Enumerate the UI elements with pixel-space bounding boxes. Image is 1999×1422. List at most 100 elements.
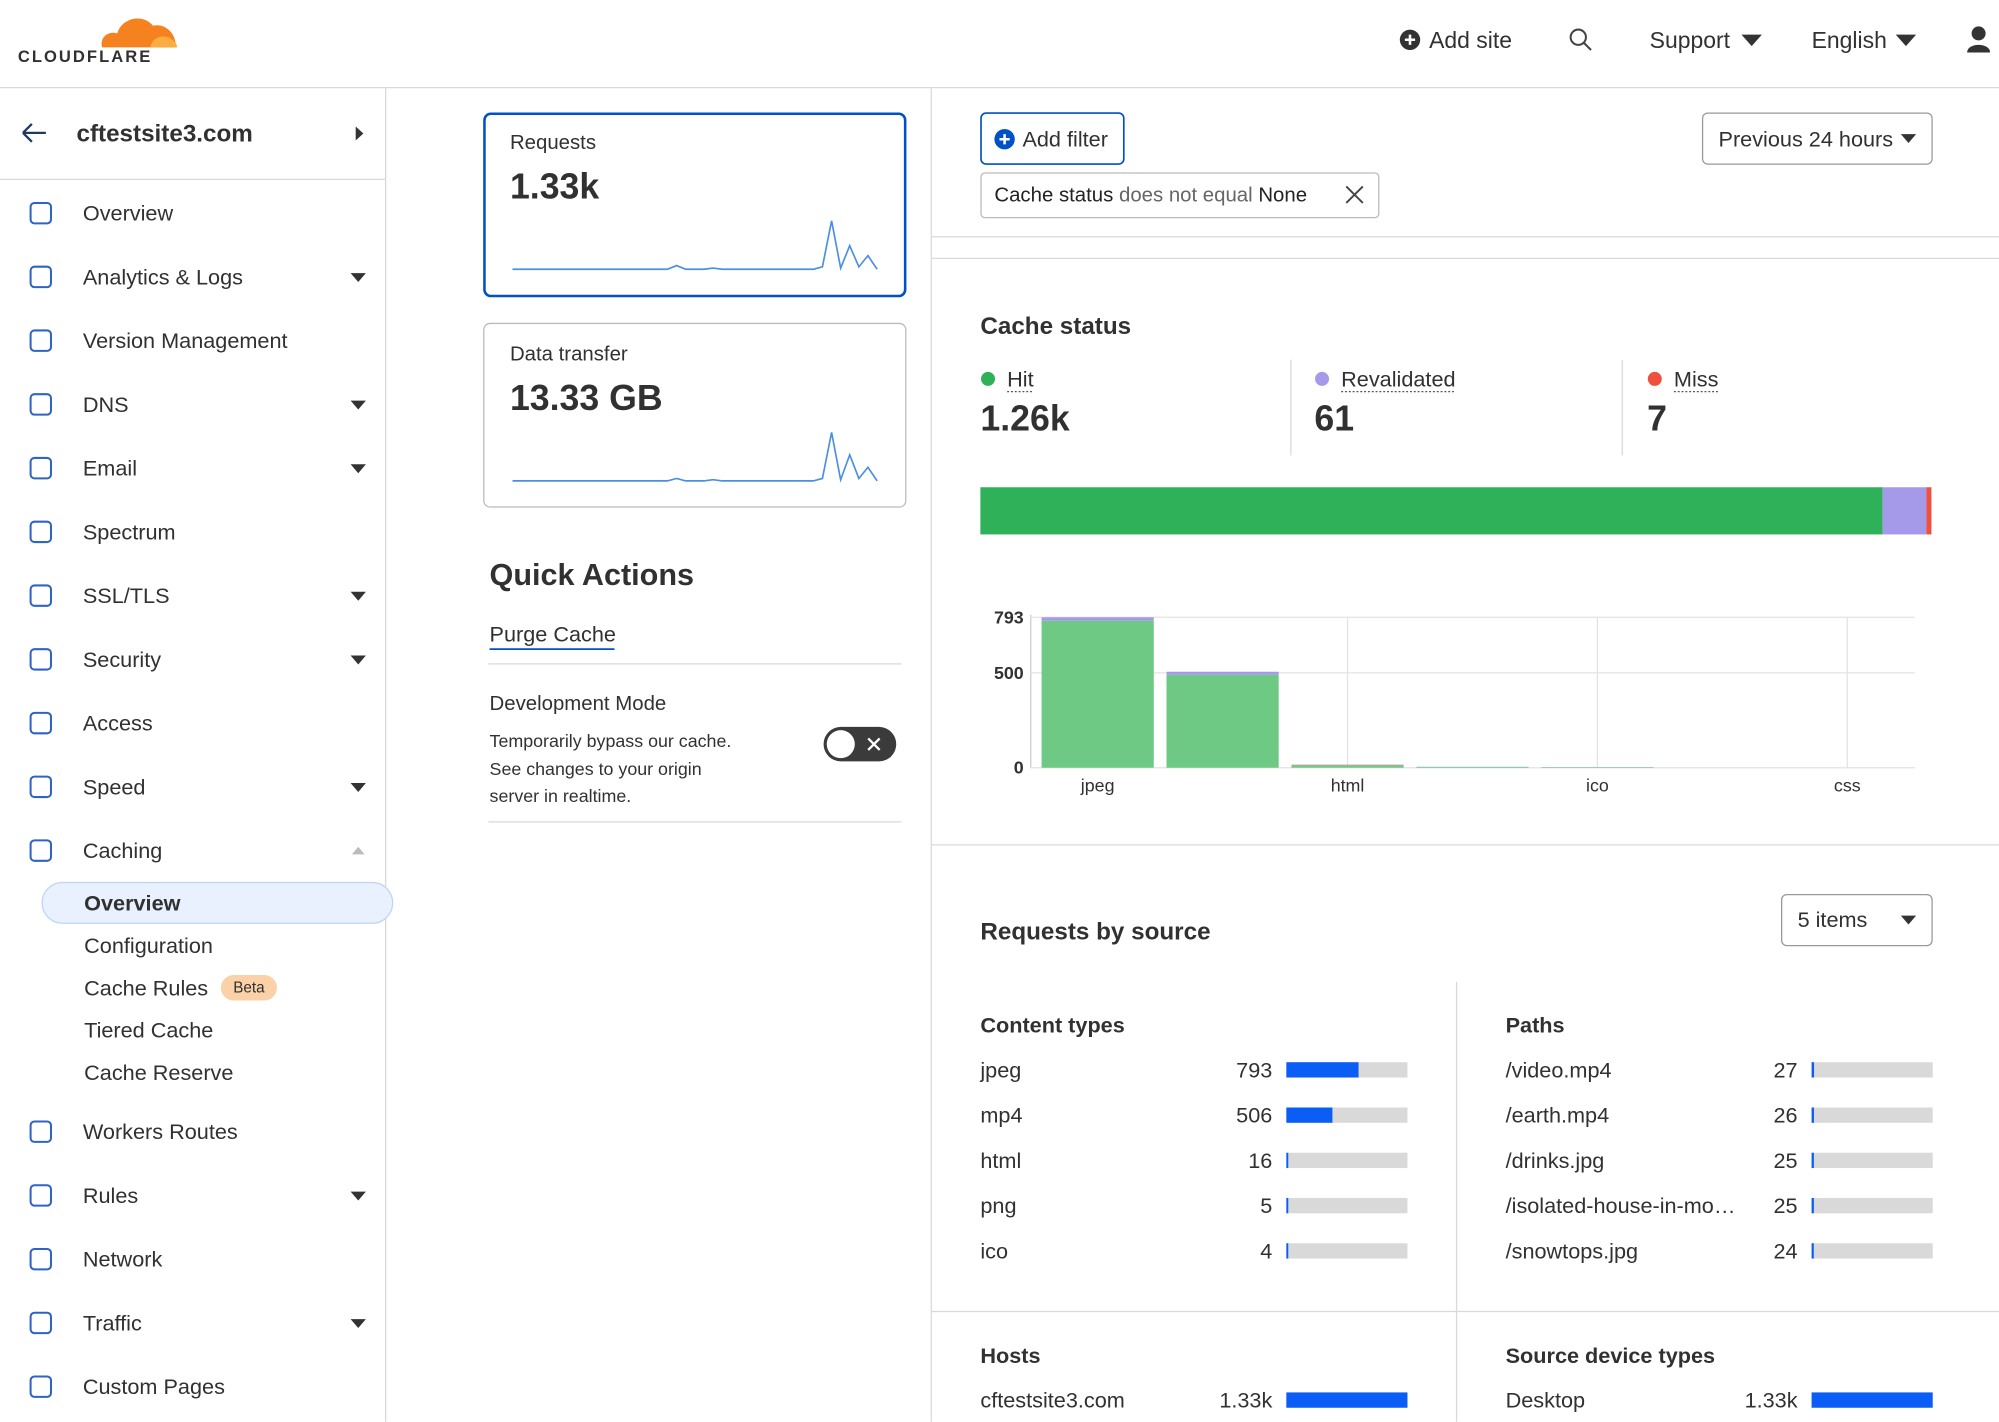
nav-subitem[interactable]: Cache Reserve bbox=[84, 1060, 233, 1085]
expand-caret[interactable] bbox=[350, 655, 366, 665]
nav-item[interactable]: Security bbox=[83, 647, 161, 672]
nav-icon bbox=[29, 265, 53, 289]
nav-item[interactable]: Speed bbox=[83, 774, 146, 799]
nav-icon bbox=[29, 329, 53, 352]
nav-subitem[interactable]: Overview bbox=[84, 890, 180, 915]
source-label[interactable]: /isolated-house-in-mo… bbox=[1506, 1193, 1736, 1218]
bar-segment bbox=[1041, 620, 1154, 768]
stacked-segment bbox=[1926, 487, 1932, 535]
nav-item[interactable]: Rules bbox=[83, 1183, 139, 1208]
requests-by-source-title: Requests by source bbox=[980, 919, 1210, 946]
metric-label: Requests bbox=[510, 132, 596, 154]
nav-item[interactable]: Network bbox=[83, 1247, 163, 1272]
source-label[interactable]: cftestsite3.com bbox=[980, 1388, 1124, 1413]
nav-item[interactable]: Spectrum bbox=[83, 519, 176, 544]
nav-item[interactable]: Caching bbox=[83, 838, 162, 863]
metric-card[interactable] bbox=[483, 322, 907, 508]
nav-item[interactable]: Workers Routes bbox=[83, 1119, 238, 1144]
brand: CLOUDFLARE bbox=[18, 47, 152, 66]
site-caret[interactable] bbox=[355, 126, 364, 141]
nav-item[interactable]: Overview bbox=[83, 201, 174, 226]
nav-language[interactable]: English bbox=[1812, 27, 1887, 53]
bar bbox=[1811, 1392, 1933, 1408]
range-label: Previous 24 hours bbox=[1719, 127, 1894, 152]
expand-caret[interactable] bbox=[350, 400, 366, 410]
nav-subitem[interactable]: Tiered Cache bbox=[84, 1018, 213, 1043]
expand-caret[interactable] bbox=[350, 273, 366, 283]
badge bbox=[220, 975, 277, 1001]
source-value: 4 bbox=[1260, 1238, 1272, 1263]
nav-item[interactable]: DNS bbox=[83, 392, 129, 417]
source-label[interactable]: mp4 bbox=[980, 1103, 1022, 1128]
collapse-caret[interactable] bbox=[351, 846, 365, 855]
source-label[interactable]: png bbox=[980, 1193, 1016, 1218]
nav-support[interactable]: Support bbox=[1650, 27, 1731, 53]
nav-icon bbox=[29, 775, 53, 799]
nav-item[interactable]: Custom Pages bbox=[83, 1374, 225, 1399]
nav-item[interactable]: Access bbox=[83, 711, 153, 736]
source-value: 24 bbox=[1773, 1238, 1797, 1263]
site-name[interactable]: cftestsite3.com bbox=[76, 121, 252, 148]
nav-icon bbox=[29, 456, 53, 480]
filter-operator: does not equal bbox=[1119, 184, 1253, 206]
nav-icon bbox=[29, 201, 53, 225]
source-label[interactable]: html bbox=[980, 1148, 1021, 1173]
caret bbox=[1741, 34, 1762, 47]
source-value: 26 bbox=[1773, 1103, 1797, 1128]
purge-cache-link[interactable]: Purge Cache bbox=[490, 621, 616, 646]
x-tick-label: jpeg bbox=[1080, 776, 1115, 796]
bar-segment bbox=[1166, 671, 1279, 675]
source-label[interactable]: /snowtops.jpg bbox=[1506, 1238, 1638, 1263]
bar bbox=[1286, 1152, 1289, 1169]
user-icon[interactable] bbox=[1971, 26, 1986, 41]
caret bbox=[1900, 134, 1917, 144]
nav-icon bbox=[29, 1120, 53, 1143]
bar bbox=[1811, 1152, 1814, 1169]
status-name[interactable]: Miss bbox=[1674, 366, 1719, 391]
expand-caret[interactable] bbox=[350, 1319, 366, 1329]
back-arrow[interactable] bbox=[22, 123, 46, 143]
nav-icon bbox=[29, 711, 53, 735]
expand-caret[interactable] bbox=[350, 464, 366, 474]
search-icon[interactable] bbox=[1569, 28, 1587, 46]
nav-item[interactable]: Analytics & Logs bbox=[83, 264, 243, 289]
nav-add-site[interactable]: Add site bbox=[1429, 27, 1512, 53]
nav-item[interactable]: Traffic bbox=[83, 1310, 142, 1335]
source-label[interactable]: ico bbox=[980, 1238, 1008, 1263]
source-value: 16 bbox=[1248, 1148, 1272, 1173]
bar bbox=[1811, 1062, 1815, 1078]
y-tick-label: 500 bbox=[994, 663, 1024, 683]
active-item-bg bbox=[41, 881, 394, 924]
cache-status: Hit 1.26k Revalidated 61 Miss 7 bbox=[980, 366, 1932, 535]
range-dropdown[interactable] bbox=[1701, 112, 1933, 165]
filter-remove[interactable] bbox=[1345, 185, 1364, 204]
source-label[interactable]: /video.mp4 bbox=[1506, 1057, 1612, 1082]
add-filter-button[interactable] bbox=[980, 112, 1125, 165]
source-label[interactable]: /earth.mp4 bbox=[1506, 1103, 1610, 1128]
expand-caret[interactable] bbox=[350, 1191, 366, 1201]
filter-chip-text: Cache status does not equal None bbox=[994, 184, 1307, 206]
expand-caret[interactable] bbox=[350, 591, 366, 601]
nav-item[interactable]: SSL/TLS bbox=[83, 583, 170, 608]
metric-card[interactable] bbox=[483, 112, 907, 298]
status-name[interactable]: Revalidated bbox=[1341, 366, 1455, 391]
nav-subitem[interactable]: Configuration bbox=[84, 933, 213, 958]
logo[interactable]: CLOUDFLARE bbox=[18, 18, 178, 66]
nav-subitem[interactable]: Cache Rules bbox=[84, 975, 208, 1000]
expand-caret[interactable] bbox=[350, 783, 366, 792]
metrics: Requests 1.33k Data transfer 13.33 GB bbox=[483, 112, 907, 508]
requests-by-source: Content types jpeg 793 mp4 506 html 16 png 5 ico 4… bbox=[979, 1013, 1933, 1413]
source-label[interactable]: /drinks.jpg bbox=[1506, 1148, 1605, 1173]
dev-mode-toggle[interactable] bbox=[823, 726, 897, 762]
toggle-knob bbox=[826, 730, 855, 759]
bar-segment bbox=[1291, 765, 1404, 768]
filter-chip[interactable] bbox=[980, 172, 1380, 219]
status-name[interactable]: Hit bbox=[1007, 366, 1033, 391]
nav-item[interactable]: Email bbox=[83, 456, 137, 481]
bar-segment bbox=[1541, 767, 1654, 768]
source-label[interactable]: jpeg bbox=[979, 1057, 1021, 1082]
nav-item[interactable]: Version Management bbox=[83, 328, 288, 353]
cache-status-title: Cache status bbox=[980, 313, 1131, 340]
limit-dropdown[interactable] bbox=[1780, 893, 1933, 947]
source-label[interactable]: Desktop bbox=[1506, 1388, 1585, 1413]
